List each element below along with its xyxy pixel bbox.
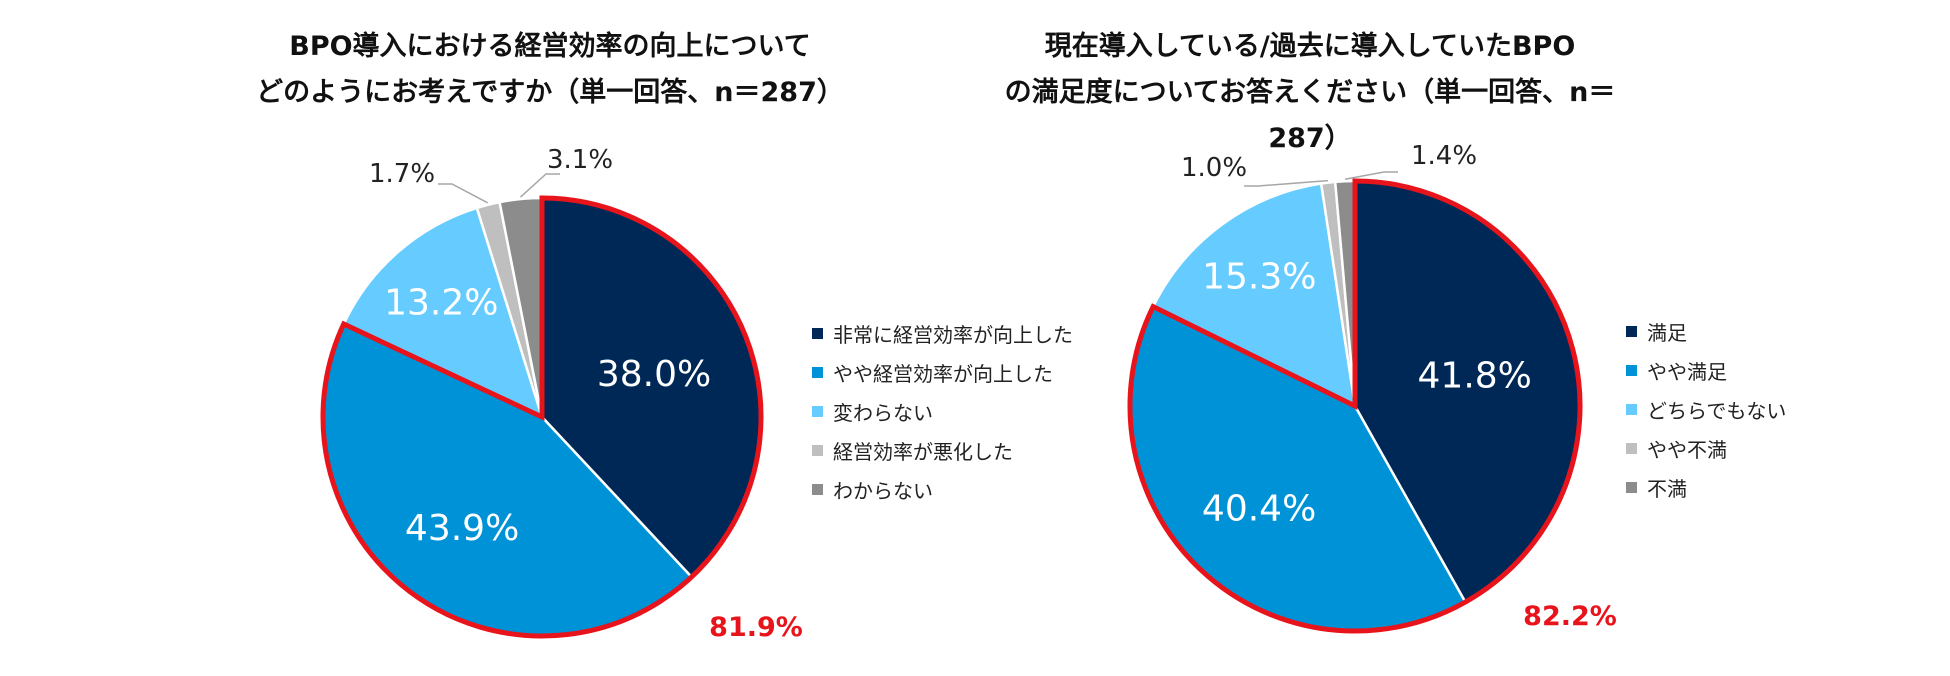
leader-line bbox=[1344, 171, 1398, 180]
left-legend: 非常に経営効率が向上した やや経営効率が向上した 変わらない 経営効率が悪化した… bbox=[812, 318, 1073, 513]
legend-swatch bbox=[1626, 403, 1637, 415]
legend-label: やや経営効率が向上した bbox=[833, 361, 1053, 386]
legend-label: 変わらない bbox=[833, 400, 933, 425]
slice-value-label: 43.9% bbox=[405, 508, 519, 549]
slice-value-label: 1.7% bbox=[369, 159, 435, 189]
highlight-outline bbox=[1127, 178, 1583, 634]
legend-swatch bbox=[812, 444, 823, 456]
legend-label: どちらでもない bbox=[1647, 398, 1787, 423]
legend-item: やや不満 bbox=[1626, 433, 1786, 463]
legend-label: やや不満 bbox=[1647, 437, 1727, 462]
legend-swatch bbox=[1626, 325, 1637, 337]
slice-value-label: 1.4% bbox=[1411, 141, 1477, 171]
legend-swatch bbox=[812, 483, 823, 495]
slice-value-label: 41.8% bbox=[1418, 356, 1532, 397]
highlight-total-label: 82.2% bbox=[1523, 601, 1617, 632]
legend-swatch bbox=[1626, 364, 1637, 376]
slice-value-label: 1.0% bbox=[1181, 153, 1247, 183]
legend-item: 不満 bbox=[1626, 472, 1786, 502]
legend-swatch bbox=[1626, 481, 1637, 493]
leader-line bbox=[438, 183, 489, 204]
pie-slice bbox=[1151, 182, 1357, 409]
legend-swatch bbox=[1626, 442, 1637, 454]
slice-value-label: 38.0% bbox=[597, 354, 711, 395]
slice-value-label: 3.1% bbox=[547, 145, 613, 175]
highlight-outline bbox=[320, 195, 764, 639]
legend-item: やや満足 bbox=[1626, 355, 1786, 385]
legend-item: 変わらない bbox=[812, 396, 1073, 426]
legend-label: 満足 bbox=[1647, 320, 1687, 345]
legend-item: やや経営効率が向上した bbox=[812, 357, 1073, 387]
legend-label: 不満 bbox=[1647, 476, 1687, 501]
legend-item: 経営効率が悪化した bbox=[812, 435, 1073, 465]
legend-item: わからない bbox=[812, 474, 1073, 504]
right-legend: 満足 やや満足 どちらでもない やや不満 不満 bbox=[1626, 316, 1786, 511]
legend-swatch bbox=[812, 327, 823, 339]
slice-value-label: 40.4% bbox=[1202, 488, 1316, 529]
right-title-line-2: の満足度についてお答えください（単一回答、n＝287） bbox=[1004, 77, 1616, 154]
legend-label: わからない bbox=[833, 478, 933, 503]
right-title-line-1: 現在導入している/過去に導入していたBPO bbox=[1044, 31, 1576, 62]
legend-label: やや満足 bbox=[1647, 359, 1727, 384]
highlight-total-label: 81.9% bbox=[709, 612, 803, 643]
slice-value-label: 15.3% bbox=[1202, 256, 1316, 297]
left-chart-title: BPO導入における経営効率の向上について どのようにお考えですか（単一回答、n＝… bbox=[230, 24, 870, 116]
legend-swatch bbox=[812, 366, 823, 378]
legend-swatch bbox=[812, 405, 823, 417]
legend-item: どちらでもない bbox=[1626, 394, 1786, 424]
legend-label: 経営効率が悪化した bbox=[833, 439, 1013, 464]
legend-item: 満足 bbox=[1626, 316, 1786, 346]
left-title-line-2: どのようにお考えですか（単一回答、n＝287） bbox=[256, 77, 844, 108]
slice-value-label: 13.2% bbox=[384, 282, 498, 323]
legend-item: 非常に経営効率が向上した bbox=[812, 318, 1073, 348]
legend-label: 非常に経営効率が向上した bbox=[833, 322, 1073, 347]
right-chart-title: 現在導入している/過去に導入していたBPO の満足度についてお答えください（単一… bbox=[1000, 24, 1620, 162]
leader-line bbox=[1244, 179, 1328, 187]
left-title-line-1: BPO導入における経営効率の向上について bbox=[289, 31, 811, 62]
leader-line bbox=[519, 173, 560, 198]
